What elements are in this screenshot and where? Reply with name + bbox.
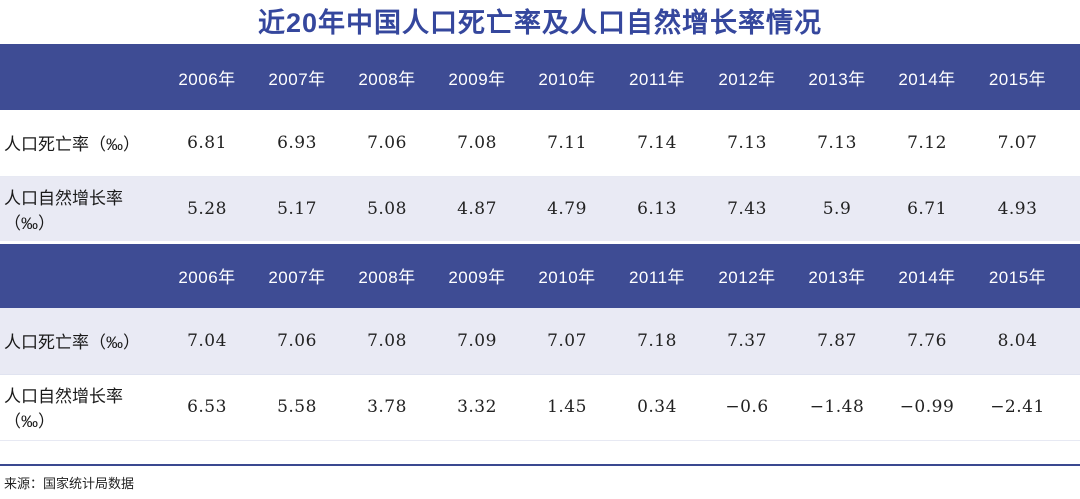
value-cell: 7.07 (972, 110, 1080, 177)
corner-cell (0, 44, 162, 110)
year-header-cell: 2015年 (972, 44, 1080, 110)
year-header-cell: 2008年 (342, 240, 432, 308)
value-cell: 7.76 (882, 308, 972, 375)
year-header-cell: 2011年 (612, 44, 702, 110)
value-cell: 4.93 (972, 176, 1080, 243)
year-header-cell: 2007年 (252, 44, 342, 110)
table-row-death-rate-2: 人口死亡率（‰） 7.04 7.06 7.08 7.09 7.07 7.18 7… (0, 308, 1080, 375)
year-header-cell: 2008年 (342, 44, 432, 110)
divider-rule (0, 463, 1080, 466)
value-cell: 7.43 (702, 176, 792, 243)
year-header-cell: 2013年 (792, 44, 882, 110)
year-header-cell: 2013年 (792, 240, 882, 308)
year-header-row-2: 2006年 2007年 2008年 2009年 2010年 2011年 2012… (0, 240, 1080, 308)
year-header-cell: 2014年 (882, 44, 972, 110)
source-note: 来源：国家统计局数据 (4, 475, 135, 491)
value-cell: 7.87 (792, 308, 882, 375)
year-header-cell: 2012年 (702, 44, 792, 110)
value-cell: −0.6 (702, 374, 792, 441)
year-header-cell: 2007年 (252, 240, 342, 308)
value-cell: 6.13 (612, 176, 702, 243)
metric-label: 人口自然增长率（‰） (0, 374, 162, 441)
value-cell: 7.07 (522, 308, 612, 375)
corner-cell (0, 240, 162, 308)
value-cell: 7.14 (612, 110, 702, 177)
year-header-cell: 2012年 (702, 240, 792, 308)
value-cell: 7.13 (702, 110, 792, 177)
metric-label: 人口死亡率（‰） (0, 110, 162, 177)
value-cell: 3.78 (342, 374, 432, 441)
table-row-growth-rate-1: 人口自然增长率（‰） 5.28 5.17 5.08 4.87 4.79 6.13… (0, 176, 1080, 243)
year-header-cell: 2015年 (972, 240, 1080, 308)
value-cell: 1.45 (522, 374, 612, 441)
value-cell: 5.9 (792, 176, 882, 243)
value-cell: 5.28 (162, 176, 252, 243)
value-cell: 6.81 (162, 110, 252, 177)
value-cell: 7.37 (702, 308, 792, 375)
year-header-cell: 2009年 (432, 240, 522, 308)
value-cell: 7.18 (612, 308, 702, 375)
table-row-death-rate-1: 人口死亡率（‰） 6.81 6.93 7.06 7.08 7.11 7.14 7… (0, 110, 1080, 177)
value-cell: 7.09 (432, 308, 522, 375)
year-header-cell: 2006年 (162, 240, 252, 308)
value-cell: 4.87 (432, 176, 522, 243)
value-cell: 5.58 (252, 374, 342, 441)
metric-label: 人口死亡率（‰） (0, 308, 162, 375)
value-cell: 8.04 (972, 308, 1080, 375)
value-cell: 7.06 (342, 110, 432, 177)
year-header-cell: 2011年 (612, 240, 702, 308)
value-cell: 4.79 (522, 176, 612, 243)
year-header-cell: 2009年 (432, 44, 522, 110)
year-header-cell: 2010年 (522, 240, 612, 308)
table-row-growth-rate-2: 人口自然增长率（‰） 6.53 5.58 3.78 3.32 1.45 0.34… (0, 374, 1080, 441)
value-cell: 6.71 (882, 176, 972, 243)
year-header-cell: 2014年 (882, 240, 972, 308)
value-cell: −2.41 (972, 374, 1080, 441)
year-header-cell: 2006年 (162, 44, 252, 110)
value-cell: 7.12 (882, 110, 972, 177)
value-cell: 7.08 (342, 308, 432, 375)
value-cell: −0.99 (882, 374, 972, 441)
year-header-cell: 2010年 (522, 44, 612, 110)
value-cell: −1.48 (792, 374, 882, 441)
year-header-row-1: 2006年 2007年 2008年 2009年 2010年 2011年 2012… (0, 44, 1080, 110)
value-cell: 7.11 (522, 110, 612, 177)
value-cell: 7.13 (792, 110, 882, 177)
value-cell: 5.17 (252, 176, 342, 243)
value-cell: 6.53 (162, 374, 252, 441)
chart-title: 近20年中国人口死亡率及人口自然增长率情况 (257, 8, 823, 38)
statistics-table: 2006年 2007年 2008年 2009年 2010年 2011年 2012… (0, 44, 1080, 441)
value-cell: 3.32 (432, 374, 522, 441)
value-cell: 6.93 (252, 110, 342, 177)
value-cell: 7.04 (162, 308, 252, 375)
metric-label: 人口自然增长率（‰） (0, 176, 162, 243)
value-cell: 5.08 (342, 176, 432, 243)
value-cell: 0.34 (612, 374, 702, 441)
value-cell: 7.08 (432, 110, 522, 177)
value-cell: 7.06 (252, 308, 342, 375)
